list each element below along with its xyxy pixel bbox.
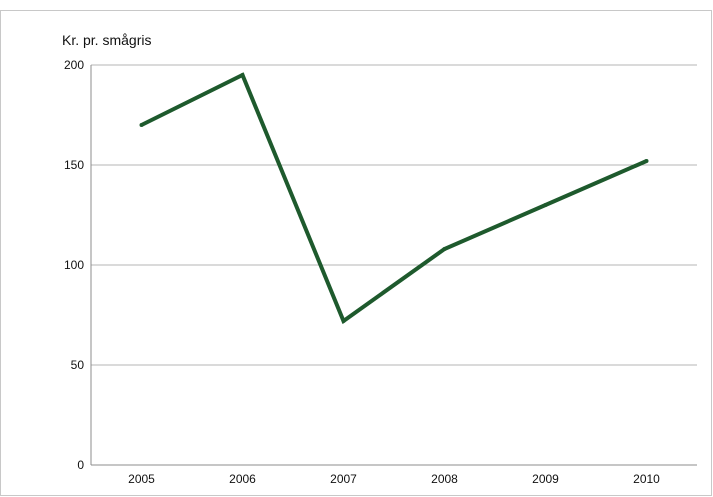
data-point-2006 [240,73,245,77]
x-tick-label-2009: 2009 [532,472,559,486]
x-tick-label-2006: 2006 [229,472,256,486]
axes [90,65,697,466]
gridlines [91,64,697,366]
x-tick-labels: 2005 2006 2007 2008 2009 2010 [128,472,660,486]
y-tick-label-0: 0 [77,458,84,472]
y-tick-label-50: 50 [71,358,85,372]
y-axis-label: Kr. pr. smågris [62,32,152,48]
x-tick-label-2007: 2007 [330,472,357,486]
data-point-2005 [139,123,144,127]
data-point-2008 [442,247,447,251]
chart-frame [0,10,712,496]
data-point-2007 [341,319,346,323]
x-tick-label-2005: 2005 [128,472,155,486]
data-point-2009 [543,203,548,207]
y-tick-label-100: 100 [64,258,84,272]
x-tick-label-2008: 2008 [431,472,458,486]
y-tick-label-150: 150 [64,158,84,172]
y-tick-label-200: 200 [64,58,84,72]
series-line-0 [140,72,648,325]
x-tick-label-2010: 2010 [633,472,660,486]
data-point-2010 [644,159,649,163]
y-tick-labels: 0 50 100 150 200 [64,58,84,472]
series-group [139,72,649,325]
